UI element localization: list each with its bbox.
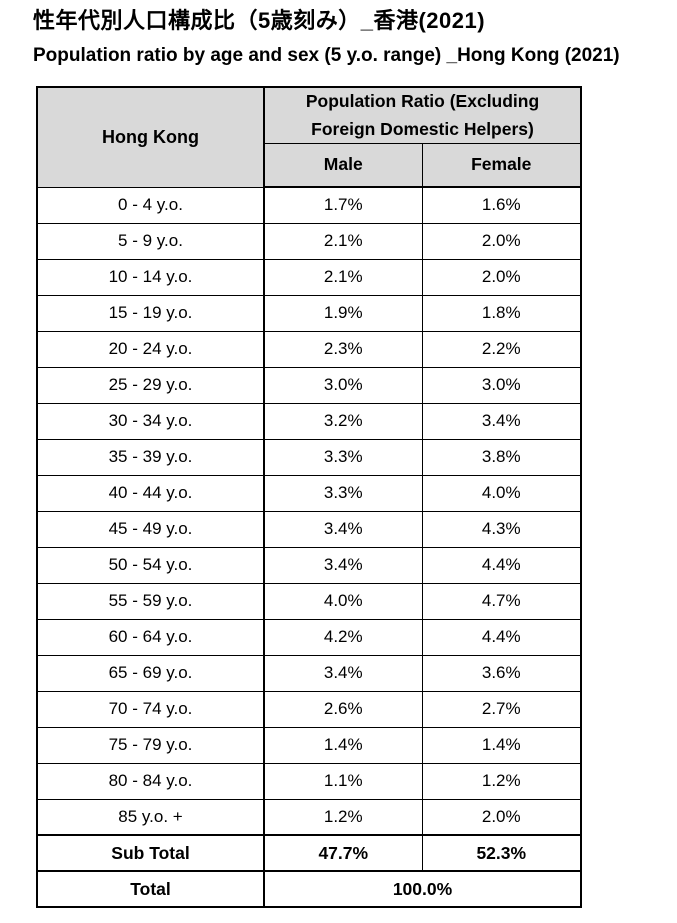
male-ratio-value: 3.4% (263, 510, 423, 548)
group-header-population-ratio: Population Ratio (Excluding Foreign Dome… (263, 86, 582, 144)
male-ratio-value: 4.2% (263, 618, 423, 656)
sub-total-female-value: 52.3% (421, 834, 582, 872)
table-row: 5 - 9 y.o. 2.1% 2.0% (36, 222, 582, 260)
age-group-label: 10 - 14 y.o. (36, 258, 265, 296)
male-ratio-value: 1.7% (263, 186, 423, 224)
age-group-label: 0 - 4 y.o. (36, 186, 265, 224)
table-row: 10 - 14 y.o. 2.1% 2.0% (36, 258, 582, 296)
age-group-label: 25 - 29 y.o. (36, 366, 265, 404)
female-ratio-value: 4.7% (421, 582, 582, 620)
age-group-label: 80 - 84 y.o. (36, 762, 265, 800)
sub-total-male-value: 47.7% (263, 834, 423, 872)
male-ratio-value: 3.4% (263, 546, 423, 584)
male-ratio-value: 1.4% (263, 726, 423, 764)
female-ratio-value: 3.0% (421, 366, 582, 404)
sub-total-label: Sub Total (36, 834, 265, 872)
age-group-label: 15 - 19 y.o. (36, 294, 265, 332)
age-group-label: 20 - 24 y.o. (36, 330, 265, 368)
age-group-label: 30 - 34 y.o. (36, 402, 265, 440)
female-ratio-value: 4.4% (421, 546, 582, 584)
female-ratio-value: 2.0% (421, 798, 582, 836)
male-ratio-value: 4.0% (263, 582, 423, 620)
female-ratio-value: 3.8% (421, 438, 582, 476)
column-header-female: Female (421, 142, 582, 189)
table-row: 55 - 59 y.o. 4.0% 4.7% (36, 582, 582, 620)
male-ratio-value: 2.1% (263, 222, 423, 260)
table-row: 20 - 24 y.o. 2.3% 2.2% (36, 330, 582, 368)
age-group-label: 60 - 64 y.o. (36, 618, 265, 656)
table-row: 0 - 4 y.o. 1.7% 1.6% (36, 186, 582, 224)
total-label: Total (36, 870, 265, 908)
page-title-japanese: 性年代別人口構成比（5歳刻み）_香港(2021) (33, 8, 486, 33)
table-row: 70 - 74 y.o. 2.6% 2.7% (36, 690, 582, 728)
table-row: 60 - 64 y.o. 4.2% 4.4% (36, 618, 582, 656)
male-ratio-value: 2.1% (263, 258, 423, 296)
table-header: Hong Kong Population Ratio (Excluding Fo… (36, 86, 582, 189)
female-ratio-value: 2.0% (421, 258, 582, 296)
age-group-label: 50 - 54 y.o. (36, 546, 265, 584)
female-ratio-value: 1.6% (421, 186, 582, 224)
total-row: Total 100.0% (36, 870, 582, 908)
male-ratio-value: 3.4% (263, 654, 423, 692)
female-ratio-value: 3.6% (421, 654, 582, 692)
male-ratio-value: 1.1% (263, 762, 423, 800)
male-ratio-value: 1.2% (263, 798, 423, 836)
column-header-male: Male (263, 142, 423, 189)
female-ratio-value: 1.8% (421, 294, 582, 332)
table-row: 65 - 69 y.o. 3.4% 3.6% (36, 654, 582, 692)
male-ratio-value: 3.0% (263, 366, 423, 404)
total-value: 100.0% (263, 870, 582, 908)
table-row: 40 - 44 y.o. 3.3% 4.0% (36, 474, 582, 512)
sub-total-row: Sub Total 47.7% 52.3% (36, 834, 582, 872)
male-ratio-value: 2.3% (263, 330, 423, 368)
male-ratio-value: 2.6% (263, 690, 423, 728)
female-ratio-value: 2.7% (421, 690, 582, 728)
age-group-label: 5 - 9 y.o. (36, 222, 265, 260)
corner-header-hong-kong: Hong Kong (36, 86, 265, 188)
table-row: 45 - 49 y.o. 3.4% 4.3% (36, 510, 582, 548)
male-ratio-value: 3.3% (263, 474, 423, 512)
age-group-label: 55 - 59 y.o. (36, 582, 265, 620)
population-ratio-table: Hong Kong Population Ratio (Excluding Fo… (36, 86, 583, 909)
table-body: 0 - 4 y.o. 1.7% 1.6% 5 - 9 y.o. 2.1% 2.0% 10 -… (36, 186, 582, 836)
table-row: 30 - 34 y.o. 3.2% 3.4% (36, 402, 582, 440)
table-row: 80 - 84 y.o. 1.1% 1.2% (36, 762, 582, 800)
female-ratio-value: 4.4% (421, 618, 582, 656)
table-row: 75 - 79 y.o. 1.4% 1.4% (36, 726, 582, 764)
male-ratio-value: 1.9% (263, 294, 423, 332)
table-header-row-group: Hong Kong Population Ratio (Excluding Fo… (36, 86, 582, 188)
female-ratio-value: 4.0% (421, 474, 582, 512)
table-row: 35 - 39 y.o. 3.3% 3.8% (36, 438, 582, 476)
table-row: 50 - 54 y.o. 3.4% 4.4% (36, 546, 582, 584)
age-group-label: 40 - 44 y.o. (36, 474, 265, 512)
table-header-row-sex: Male Female (37, 142, 582, 189)
female-ratio-value: 2.0% (421, 222, 582, 260)
table-footer: Sub Total 47.7% 52.3% Total 100.0% (36, 834, 582, 908)
age-group-label: 85 y.o. + (36, 798, 265, 836)
female-ratio-value: 2.2% (421, 330, 582, 368)
age-group-label: 70 - 74 y.o. (36, 690, 265, 728)
female-ratio-value: 1.4% (421, 726, 582, 764)
male-ratio-value: 3.2% (263, 402, 423, 440)
female-ratio-value: 4.3% (421, 510, 582, 548)
age-group-label: 75 - 79 y.o. (36, 726, 265, 764)
age-group-label: 45 - 49 y.o. (36, 510, 265, 548)
female-ratio-value: 3.4% (421, 402, 582, 440)
page-title-english: Population ratio by age and sex (5 y.o. … (33, 44, 620, 66)
female-ratio-value: 1.2% (421, 762, 582, 800)
table-row: 25 - 29 y.o. 3.0% 3.0% (36, 366, 582, 404)
age-group-label: 65 - 69 y.o. (36, 654, 265, 692)
table-row: 15 - 19 y.o. 1.9% 1.8% (36, 294, 582, 332)
male-ratio-value: 3.3% (263, 438, 423, 476)
table-row: 85 y.o. +1.2% 2.0% (36, 798, 582, 836)
age-group-label: 35 - 39 y.o. (36, 438, 265, 476)
